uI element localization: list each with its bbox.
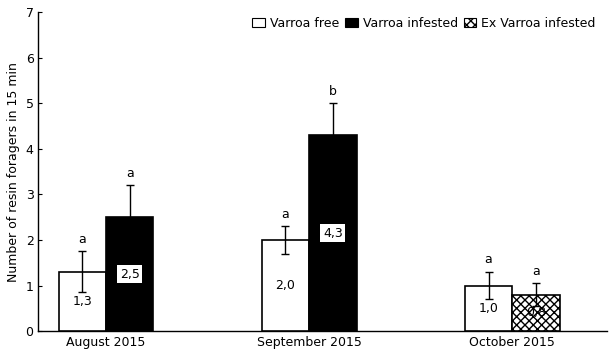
Bar (262, 240, 309, 331)
Text: a: a (79, 233, 86, 246)
Text: 2,0: 2,0 (276, 279, 295, 292)
Legend: Varroa free, Varroa infested, Ex Varroa infested: Varroa free, Varroa infested, Ex Varroa … (247, 12, 601, 35)
Text: a: a (484, 253, 492, 266)
Text: 4,3: 4,3 (323, 227, 343, 240)
Text: a: a (532, 265, 540, 278)
Y-axis label: Number of resin foragers in 15 min: Number of resin foragers in 15 min (7, 62, 20, 282)
Bar (59, 272, 106, 331)
Text: 1,3: 1,3 (72, 295, 92, 308)
Text: 1,0: 1,0 (479, 302, 499, 315)
Text: 0,8: 0,8 (526, 307, 546, 319)
Bar (309, 135, 357, 331)
Bar (106, 217, 154, 331)
Bar (465, 286, 512, 331)
Text: 2,5: 2,5 (120, 268, 140, 281)
Bar (512, 295, 560, 331)
Text: b: b (329, 85, 337, 98)
Text: a: a (126, 167, 134, 180)
Text: a: a (282, 208, 289, 221)
